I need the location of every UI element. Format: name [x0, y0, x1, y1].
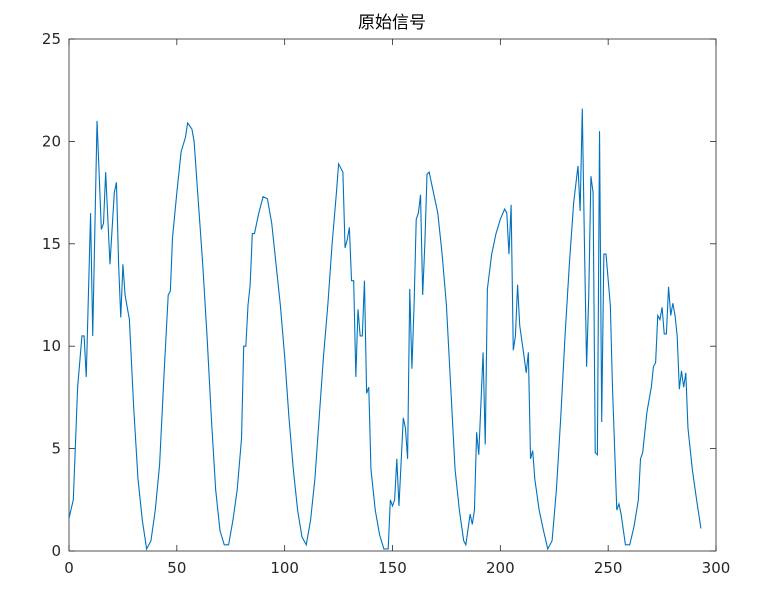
x-tick-label: 250	[594, 559, 623, 577]
x-tick-label: 150	[378, 559, 407, 577]
y-tick-label: 10	[42, 337, 61, 355]
x-tick-label: 50	[167, 559, 186, 577]
y-tick-label: 20	[42, 132, 61, 150]
y-tick-label: 15	[42, 235, 61, 253]
y-tick-label: 25	[42, 30, 61, 48]
data-line	[68, 108, 702, 551]
plot-area	[68, 38, 717, 552]
x-tick-label: 100	[270, 559, 299, 577]
x-tick-label: 200	[486, 559, 515, 577]
x-tick-label: 300	[702, 559, 731, 577]
x-tick-label: 0	[64, 559, 74, 577]
y-tick-label: 0	[51, 542, 61, 560]
y-tick-label: 5	[51, 440, 61, 458]
chart-title: 原始信号	[358, 13, 426, 33]
